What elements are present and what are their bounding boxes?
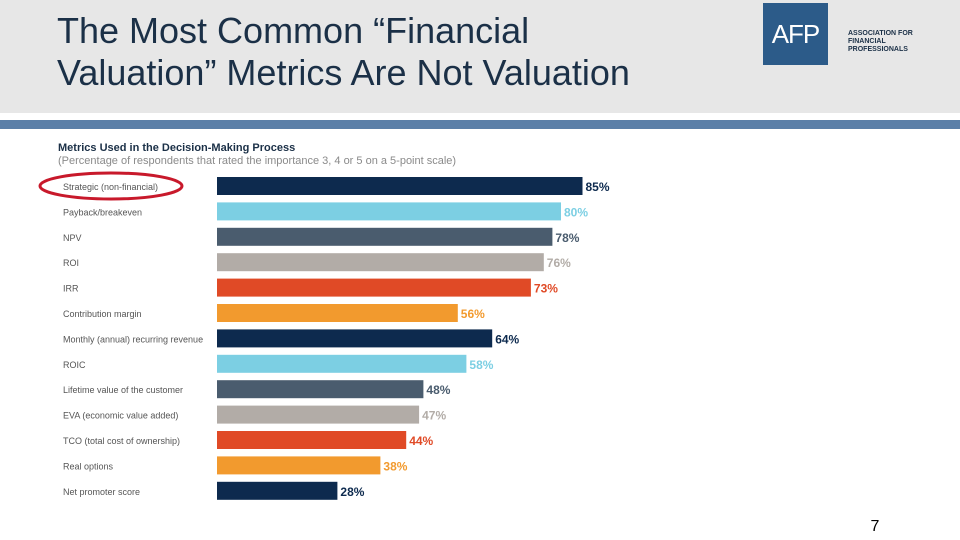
bar [217,278,531,297]
value-label: 44% [409,434,433,448]
afp-logo-mark: AFP [763,3,828,65]
value-label: 80% [564,205,588,219]
bar [217,431,407,449]
afp-logo-line-3: PROFESSIONALS [848,46,908,53]
category-label: TCO (total cost of ownership) [63,436,180,446]
value-label: 64% [495,332,519,346]
bar [217,380,424,399]
value-label: 47% [422,409,446,423]
category-label: Strategic (non-financial) [63,182,158,192]
category-label: Net promoter score [63,487,140,497]
value-label: 56% [461,307,485,321]
value-label: 58% [469,358,493,372]
chart-subtitle: (Percentage of respondents that rated th… [58,155,456,167]
metrics-bar-chart: Metrics Used in the Decision-Making Proc… [38,142,610,500]
category-label: ROIC [63,360,86,370]
afp-logo-line-1: ASSOCIATION FOR [848,30,913,37]
category-label: Monthly (annual) recurring revenue [63,334,203,344]
header-divider [0,120,960,129]
afp-logo: AFP ASSOCIATION FOR FINANCIAL PROFESSION… [763,3,933,65]
title-banner: The Most Common “Financial Valuation” Me… [0,0,960,113]
bar [217,227,553,246]
page-number: 7 [870,518,880,535]
chart-marks: Strategic (non-financial) 85% Payback/brea… [38,171,610,500]
value-label: 38% [383,459,407,473]
afp-logo-line-2: FINANCIAL [848,38,886,45]
value-label: 48% [426,383,450,397]
category-label: Contribution margin [63,309,142,319]
value-label: 78% [555,231,579,245]
afp-logo-wordmark: ASSOCIATION FOR FINANCIAL PROFESSIONALS [848,30,938,54]
category-label: Payback/breakeven [63,207,142,217]
bar [217,329,493,348]
category-label: IRR [63,284,79,294]
bar [217,253,544,272]
bar [217,481,338,500]
afp-logo-mark-text: AFP [771,19,821,49]
category-label: EVA (economic value added) [63,411,178,421]
highlight-circle [38,171,184,201]
bar [217,177,583,195]
value-label: 28% [340,485,364,499]
slide-title: The Most Common “Financial Valuation” Me… [57,10,757,94]
bar [217,354,467,373]
category-label: NPV [63,233,82,243]
bar [217,202,561,221]
value-label: 85% [586,180,610,194]
value-label: 76% [547,256,571,270]
slide-title-line-2: Valuation” Metrics Are Not Valuation [57,52,630,93]
bar [217,405,420,424]
bar [217,456,381,475]
category-label: ROI [63,258,79,268]
bar [217,304,458,322]
category-label: Real options [63,461,114,471]
value-label: 73% [534,282,558,296]
category-label: Lifetime value of the customer [63,385,183,395]
slide-title-line-1: The Most Common “Financial [57,10,530,51]
chart-title: Metrics Used in the Decision-Making Proc… [58,142,295,154]
